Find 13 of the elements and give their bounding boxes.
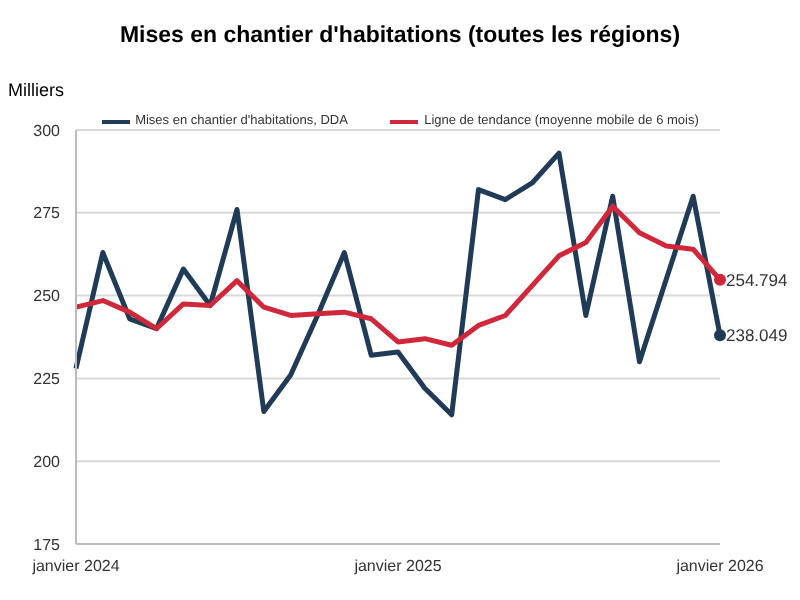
x-tick-label: janvier 2024: [30, 557, 121, 576]
y-tick-label: 200: [33, 452, 62, 471]
data-label: 254.794: [726, 269, 788, 290]
y-tick-label: 275: [33, 204, 62, 223]
y-axis-title: Milliers: [8, 80, 64, 100]
y-tick-label: 300: [33, 121, 62, 140]
y-tick-label: 225: [33, 370, 62, 389]
y-tick-label: 250: [33, 287, 62, 306]
x-tick-label: janvier 2026: [674, 557, 765, 576]
chart-title: Mises en chantier d'habitations (toutes les régions): [117, 24, 683, 48]
x-tick-label: janvier 2025: [352, 557, 443, 576]
data-label: 238.049: [726, 325, 788, 346]
y-tick-label: 175: [33, 535, 62, 554]
